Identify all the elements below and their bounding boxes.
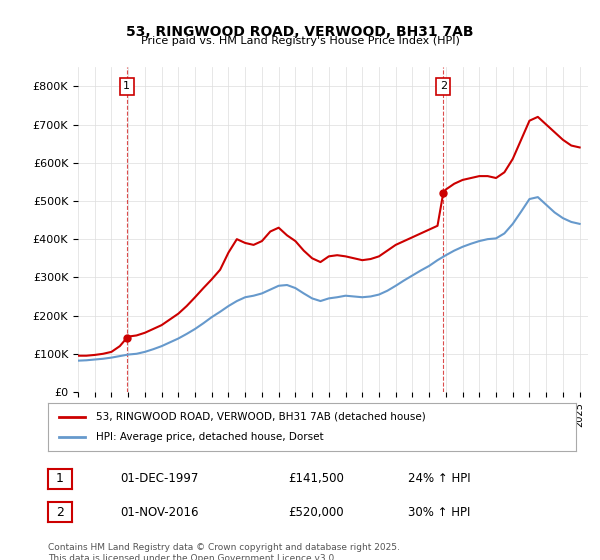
Text: 53, RINGWOOD ROAD, VERWOOD, BH31 7AB: 53, RINGWOOD ROAD, VERWOOD, BH31 7AB	[126, 25, 474, 39]
Text: 1: 1	[124, 81, 130, 91]
Text: £141,500: £141,500	[288, 472, 344, 486]
Text: 01-NOV-2016: 01-NOV-2016	[120, 506, 199, 519]
Text: £520,000: £520,000	[288, 506, 344, 519]
Text: 53, RINGWOOD ROAD, VERWOOD, BH31 7AB (detached house): 53, RINGWOOD ROAD, VERWOOD, BH31 7AB (de…	[95, 412, 425, 422]
Text: HPI: Average price, detached house, Dorset: HPI: Average price, detached house, Dors…	[95, 432, 323, 442]
Text: Contains HM Land Registry data © Crown copyright and database right 2025.
This d: Contains HM Land Registry data © Crown c…	[48, 543, 400, 560]
Text: 30% ↑ HPI: 30% ↑ HPI	[408, 506, 470, 519]
Text: 01-DEC-1997: 01-DEC-1997	[120, 472, 199, 486]
Text: 1: 1	[56, 472, 64, 486]
Text: 24% ↑ HPI: 24% ↑ HPI	[408, 472, 470, 486]
Text: 2: 2	[56, 506, 64, 519]
Text: 2: 2	[440, 81, 447, 91]
Text: Price paid vs. HM Land Registry's House Price Index (HPI): Price paid vs. HM Land Registry's House …	[140, 36, 460, 46]
